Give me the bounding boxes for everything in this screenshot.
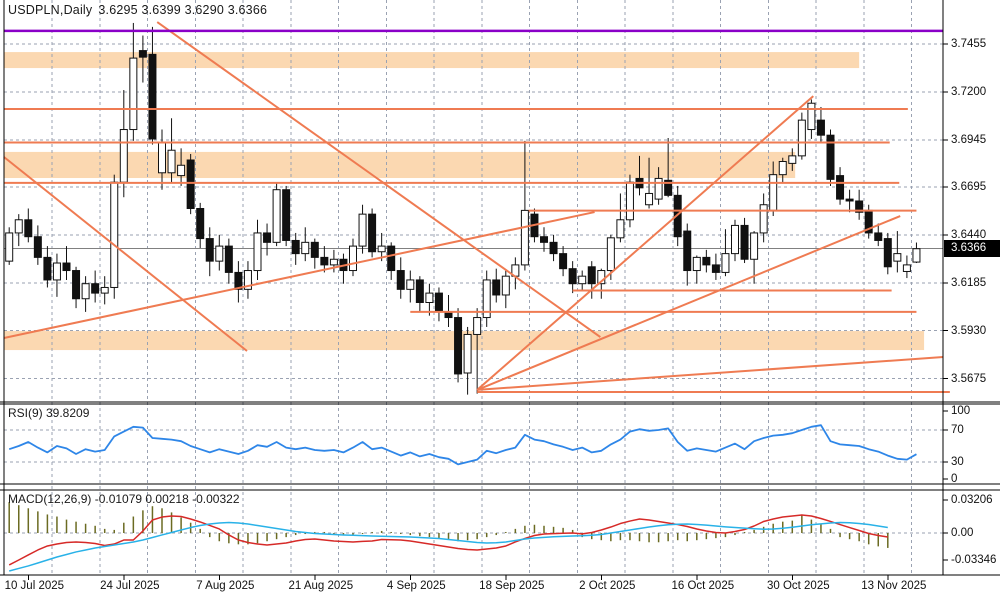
- price-axis-label: 3.5930: [951, 324, 987, 337]
- price-axis-label: 3.5675: [951, 372, 987, 385]
- rsi-line: [8, 424, 917, 466]
- price-axis-label: 3.7200: [951, 85, 987, 98]
- macd-axis-label: -0.03346: [951, 554, 997, 566]
- price-axis-label: 3.6185: [951, 276, 987, 289]
- price-axis-label: 3.6440: [951, 228, 987, 241]
- macd-indicator-label: MACD(12,26,9) -0.01079 0.00218 -0.00322: [8, 492, 240, 506]
- macd-axis-label: 0.03206: [951, 494, 993, 506]
- price-axis-label: 3.6695: [951, 180, 987, 193]
- panel-borders: [0, 0, 1000, 580]
- rsi-axis-label: 100: [951, 405, 971, 417]
- symbol-header: USDPLN,Daily 3.6295 3.6399 3.6290 3.6366: [8, 3, 273, 17]
- support-resistance-zones[interactable]: [3, 52, 925, 351]
- rsi-axis-label: 70: [951, 424, 964, 436]
- date-axis-label: 18 Sep 2025: [479, 580, 545, 592]
- rsi-axis-label: 30: [951, 456, 964, 468]
- symbol-timeframe-label: USDPLN,Daily: [8, 3, 93, 17]
- date-axis-label: 13 Nov 2025: [861, 580, 927, 592]
- grid-lines: [4, 0, 943, 575]
- macd-lines: [8, 514, 888, 572]
- date-axis-label: 7 Aug 2025: [196, 580, 255, 592]
- horizontal-levels[interactable]: [3, 108, 950, 393]
- price-axis-label: 3.6945: [951, 133, 987, 146]
- date-axis-label: 4 Sep 2025: [386, 580, 446, 592]
- macd-histogram: [8, 502, 889, 548]
- macd-axis-label: 0.00: [951, 527, 974, 539]
- rsi-indicator-label: RSI(9) 39.8209: [8, 406, 90, 420]
- rsi-axis-label: 0: [951, 473, 958, 485]
- trendlines[interactable]: [3, 21, 944, 391]
- date-axis-label: 2 Oct 2025: [579, 580, 636, 592]
- date-axis-label: 30 Oct 2025: [766, 580, 830, 592]
- current-price-tag: 3.6366: [944, 240, 1000, 258]
- ohlc-values: 3.6295 3.6399 3.6290 3.6366: [98, 3, 268, 17]
- date-axis-label: 24 Jul 2025: [100, 580, 160, 592]
- date-axis-label: 16 Oct 2025: [671, 580, 735, 592]
- price-axis-label: 3.7455: [951, 38, 987, 50]
- candlesticks: [5, 22, 921, 395]
- date-axis-label: 21 Aug 2025: [288, 580, 354, 592]
- date-axis-label: 10 Jul 2025: [4, 580, 65, 592]
